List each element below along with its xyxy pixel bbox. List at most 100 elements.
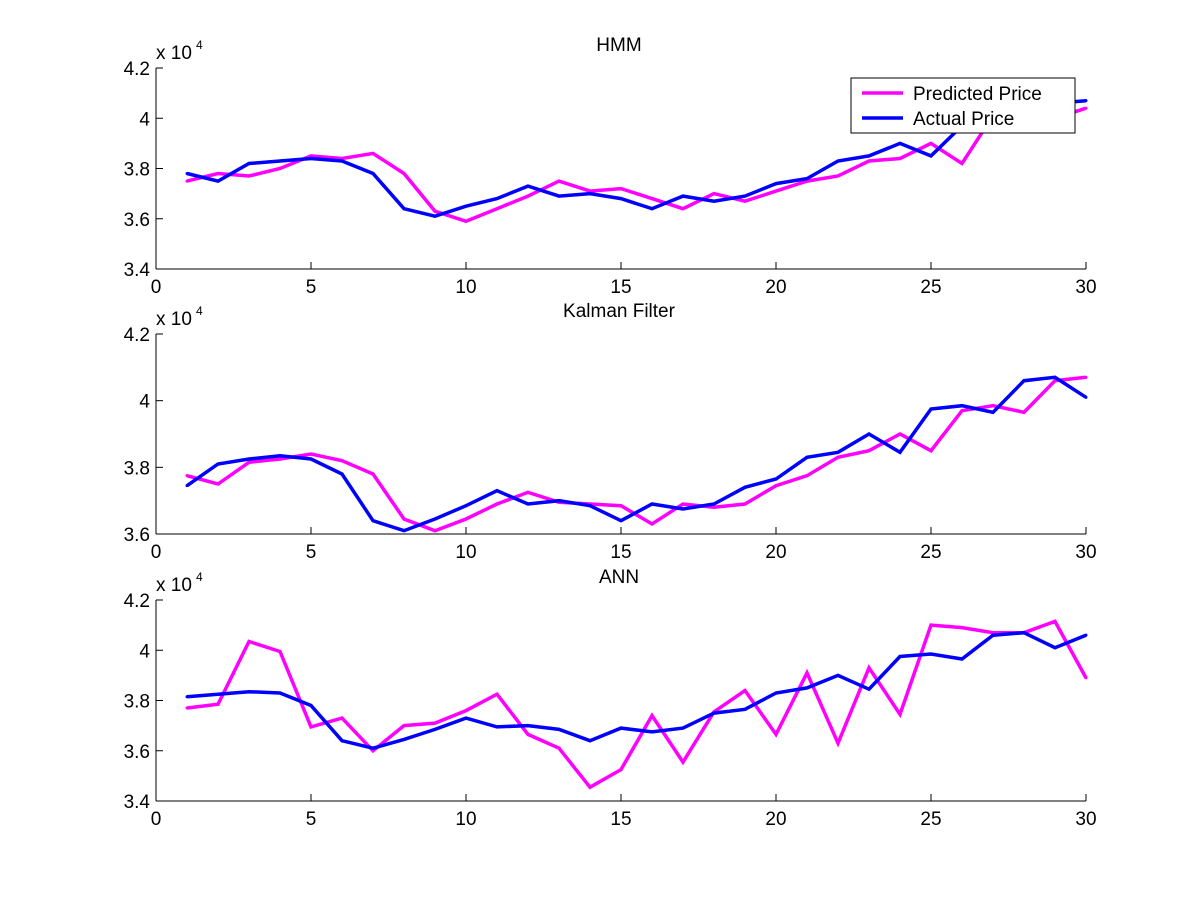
data-point-predicted-price: [371, 472, 375, 476]
data-point-predicted-price: [898, 712, 902, 716]
data-point-predicted-price: [805, 474, 809, 478]
data-point-predicted-price: [743, 199, 747, 203]
data-point-predicted-price: [185, 179, 189, 183]
data-point-actual-price: [898, 141, 902, 145]
data-point-predicted-price: [743, 502, 747, 506]
data-point-actual-price: [805, 686, 809, 690]
data-point-actual-price: [991, 410, 995, 414]
data-point-predicted-price: [774, 732, 778, 736]
data-point-predicted-price: [774, 484, 778, 488]
data-point-predicted-price: [619, 504, 623, 508]
x-tick-label: 15: [610, 542, 631, 563]
x-tick-label: 10: [455, 277, 476, 298]
data-point-actual-price: [1022, 379, 1026, 383]
data-point-predicted-price: [960, 626, 964, 630]
data-point-predicted-price: [929, 141, 933, 145]
data-point-predicted-price: [929, 623, 933, 627]
data-point-predicted-price: [402, 172, 406, 176]
data-point-actual-price: [898, 655, 902, 659]
subplot-panels: 0 5 10 15 20 25 30 3.4 3.6 3.8 4 4.2 x 10 4 HMM Predict…: [124, 35, 1097, 830]
data-point-actual-price: [464, 716, 468, 720]
data-point-actual-price: [495, 725, 499, 729]
data-point-predicted-price: [960, 161, 964, 165]
data-point-actual-price: [650, 730, 654, 734]
data-point-actual-price: [960, 404, 964, 408]
data-point-actual-price: [526, 184, 530, 188]
data-point-predicted-price: [1053, 379, 1057, 383]
data-point-actual-price: [588, 192, 592, 196]
data-point-predicted-price: [991, 404, 995, 408]
data-point-actual-price: [836, 450, 840, 454]
data-point-predicted-price: [247, 174, 251, 178]
data-point-predicted-price: [216, 702, 220, 706]
x-tick-label: 0: [151, 809, 162, 830]
data-point-actual-price: [991, 633, 995, 637]
y-tick-label: 3.6: [124, 210, 150, 231]
data-point-actual-price: [805, 455, 809, 459]
data-point-predicted-price: [867, 449, 871, 453]
data-point-predicted-price: [836, 174, 840, 178]
data-point-actual-price: [402, 207, 406, 211]
data-point-actual-price: [1053, 375, 1057, 379]
data-point-actual-price: [712, 711, 716, 715]
subplot-title: HMM: [596, 35, 641, 56]
y-tick-label: 4: [139, 641, 150, 662]
data-point-predicted-price: [464, 709, 468, 713]
data-point-actual-price: [929, 407, 933, 411]
data-point-actual-price: [371, 519, 375, 523]
data-point-predicted-price: [712, 505, 716, 509]
data-point-predicted-price: [340, 716, 344, 720]
x-tick-label: 0: [151, 277, 162, 298]
data-point-predicted-price: [867, 666, 871, 670]
data-point-predicted-price: [278, 167, 282, 170]
y-tick-label: 3.4: [124, 792, 151, 813]
data-point-actual-price: [1084, 395, 1088, 399]
y-tick-label: 3.6: [124, 525, 150, 546]
y-tick-label: 3.8: [124, 692, 150, 713]
data-point-predicted-price: [371, 749, 375, 753]
data-point-actual-price: [588, 504, 592, 508]
data-point-actual-price: [712, 199, 716, 203]
data-point-predicted-price: [960, 409, 964, 413]
y-tick-label: 4.2: [124, 325, 150, 346]
subplot-0: 0 5 10 15 20 25 30 3.4 3.6 3.8 4 4.2 x 10 4 HMM Predict…: [124, 35, 1097, 298]
data-point-actual-price: [526, 502, 530, 506]
data-point-actual-price: [836, 673, 840, 677]
data-point-actual-price: [557, 499, 561, 503]
x-tick-label: 25: [920, 542, 941, 563]
data-point-actual-price: [836, 159, 840, 163]
subplot-1: 0 5 10 15 20 25 30 3.6 3.8 4 4.2 x 10 4 Kalman Filter: [124, 301, 1097, 563]
data-point-predicted-price: [557, 746, 561, 750]
data-point-actual-price: [495, 489, 499, 493]
data-point-actual-price: [929, 154, 933, 158]
data-point-predicted-price: [743, 688, 747, 692]
data-point-predicted-price: [898, 156, 902, 160]
data-point-actual-price: [216, 692, 220, 696]
data-point-predicted-price: [216, 482, 220, 486]
y-tick-label: 4.2: [124, 591, 150, 612]
data-point-predicted-price: [1022, 410, 1026, 414]
data-point-actual-price: [960, 657, 964, 661]
data-point-predicted-price: [1084, 676, 1088, 680]
data-point-predicted-price: [433, 721, 437, 725]
subplot-2: 0 5 10 15 20 25 30 3.4 3.6 3.8 4 4.2 x 10 4 ANN: [124, 567, 1097, 830]
x-tick-label: 25: [920, 809, 941, 830]
series-line-predicted-price: [186, 106, 1087, 224]
data-point-actual-price: [1053, 646, 1057, 650]
data-point-predicted-price: [278, 650, 282, 654]
data-point-predicted-price: [588, 189, 592, 193]
data-point-predicted-price: [619, 768, 623, 772]
data-point-predicted-price: [929, 449, 933, 453]
data-point-actual-price: [216, 462, 220, 466]
x-tick-label: 5: [306, 809, 317, 830]
legend-label-predicted: Predicted Price: [913, 84, 1042, 105]
data-point-predicted-price: [464, 219, 468, 223]
x-tick-label: 30: [1075, 542, 1096, 563]
data-point-actual-price: [278, 691, 282, 695]
y-scale-exponent: 4: [196, 570, 203, 584]
x-tick-label: 30: [1075, 277, 1096, 298]
data-point-actual-price: [185, 484, 189, 488]
data-point-actual-price: [371, 746, 375, 750]
legend-box: [850, 77, 1076, 134]
